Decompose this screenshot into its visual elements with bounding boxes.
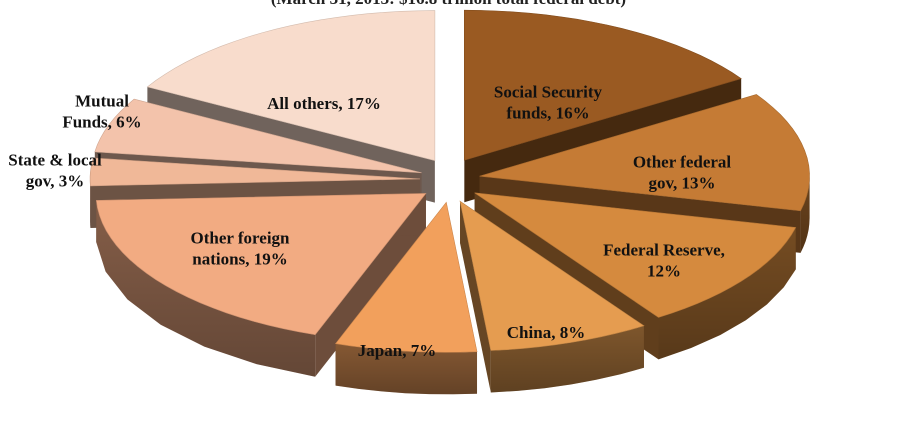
- pie-slice: [95, 193, 427, 377]
- pie-slice: [335, 201, 478, 395]
- chart-subtitle: (March 31, 2013: $16.8 trillion total fe…: [0, 0, 897, 9]
- slice-label: All others, 17%: [267, 94, 381, 113]
- slice-label: Mutual Funds, 6%: [62, 92, 141, 132]
- slice-label: Other federal gov, 13%: [633, 153, 732, 193]
- pie-slice: [474, 192, 797, 360]
- slice-label: Federal Reserve, 12%: [603, 241, 725, 281]
- slice-label: Social Security funds, 16%: [494, 83, 603, 123]
- pie-slice: [459, 200, 645, 393]
- slice-label: State & local gov, 3%: [8, 151, 102, 191]
- slice-label: Japan, 7%: [358, 341, 436, 360]
- slice-label: China, 8%: [507, 323, 585, 342]
- slice-label: Other foreign nations, 19%: [191, 229, 291, 269]
